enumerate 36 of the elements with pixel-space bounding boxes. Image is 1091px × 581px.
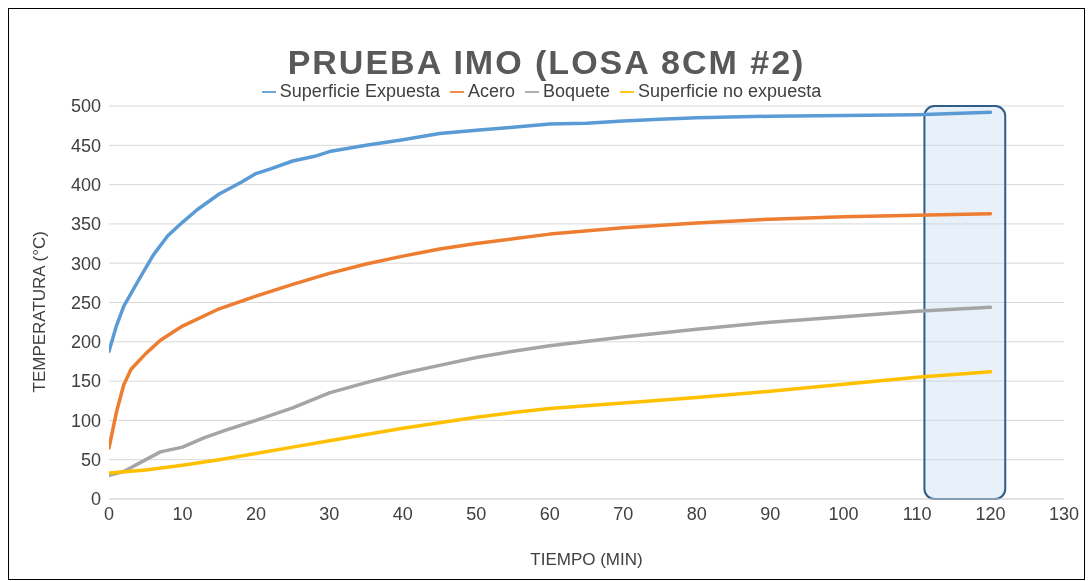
x-tick-label: 70: [613, 503, 634, 524]
x-tick-label: 50: [466, 503, 487, 524]
y-tick-label: 100: [70, 410, 101, 431]
x-tick-label: 120: [975, 503, 1006, 524]
y-tick-label: 50: [80, 450, 101, 471]
line-series: [109, 305, 993, 478]
y-tick-label: 150: [70, 371, 101, 392]
chart-title: PRUEBA IMO (LOSA 8CM #2): [286, 43, 807, 82]
x-tick-label: 40: [392, 503, 413, 524]
legend-label: Acero: [467, 81, 515, 101]
legend-label: Superficie Expuesta: [279, 81, 440, 101]
x-tick-label: 130: [1048, 503, 1080, 524]
y-tick-label: 200: [70, 332, 101, 353]
line-series: [109, 369, 993, 475]
x-tick-label: 30: [319, 503, 340, 524]
x-tick-label: 20: [245, 503, 266, 524]
x-axis-title: TIEMPO (MIN): [530, 550, 643, 569]
y-tick-label: 250: [70, 292, 101, 313]
x-tick-label: 0: [103, 503, 115, 524]
x-tick-label: 110: [902, 503, 932, 524]
y-tick-label: 350: [70, 214, 101, 235]
y-tick-label: 500: [70, 96, 101, 117]
x-tick-label: 90: [760, 503, 781, 524]
y-tick-label: 450: [70, 135, 101, 156]
y-axis-title: TEMPERATURA (°C): [30, 231, 50, 393]
y-tick-label: 400: [70, 174, 101, 195]
x-tick-label: 60: [539, 503, 560, 524]
y-tick-label: 300: [70, 253, 101, 274]
y-tick-label: 0: [90, 489, 101, 510]
legend-label: Superficie no expuesta: [638, 81, 822, 101]
line-series: [109, 211, 993, 450]
line-series: [109, 110, 993, 353]
x-tick-label: 10: [172, 503, 193, 524]
x-tick-label: 80: [686, 503, 707, 524]
x-tick-label: 100: [828, 503, 859, 524]
legend-label: Boquete: [542, 81, 611, 101]
